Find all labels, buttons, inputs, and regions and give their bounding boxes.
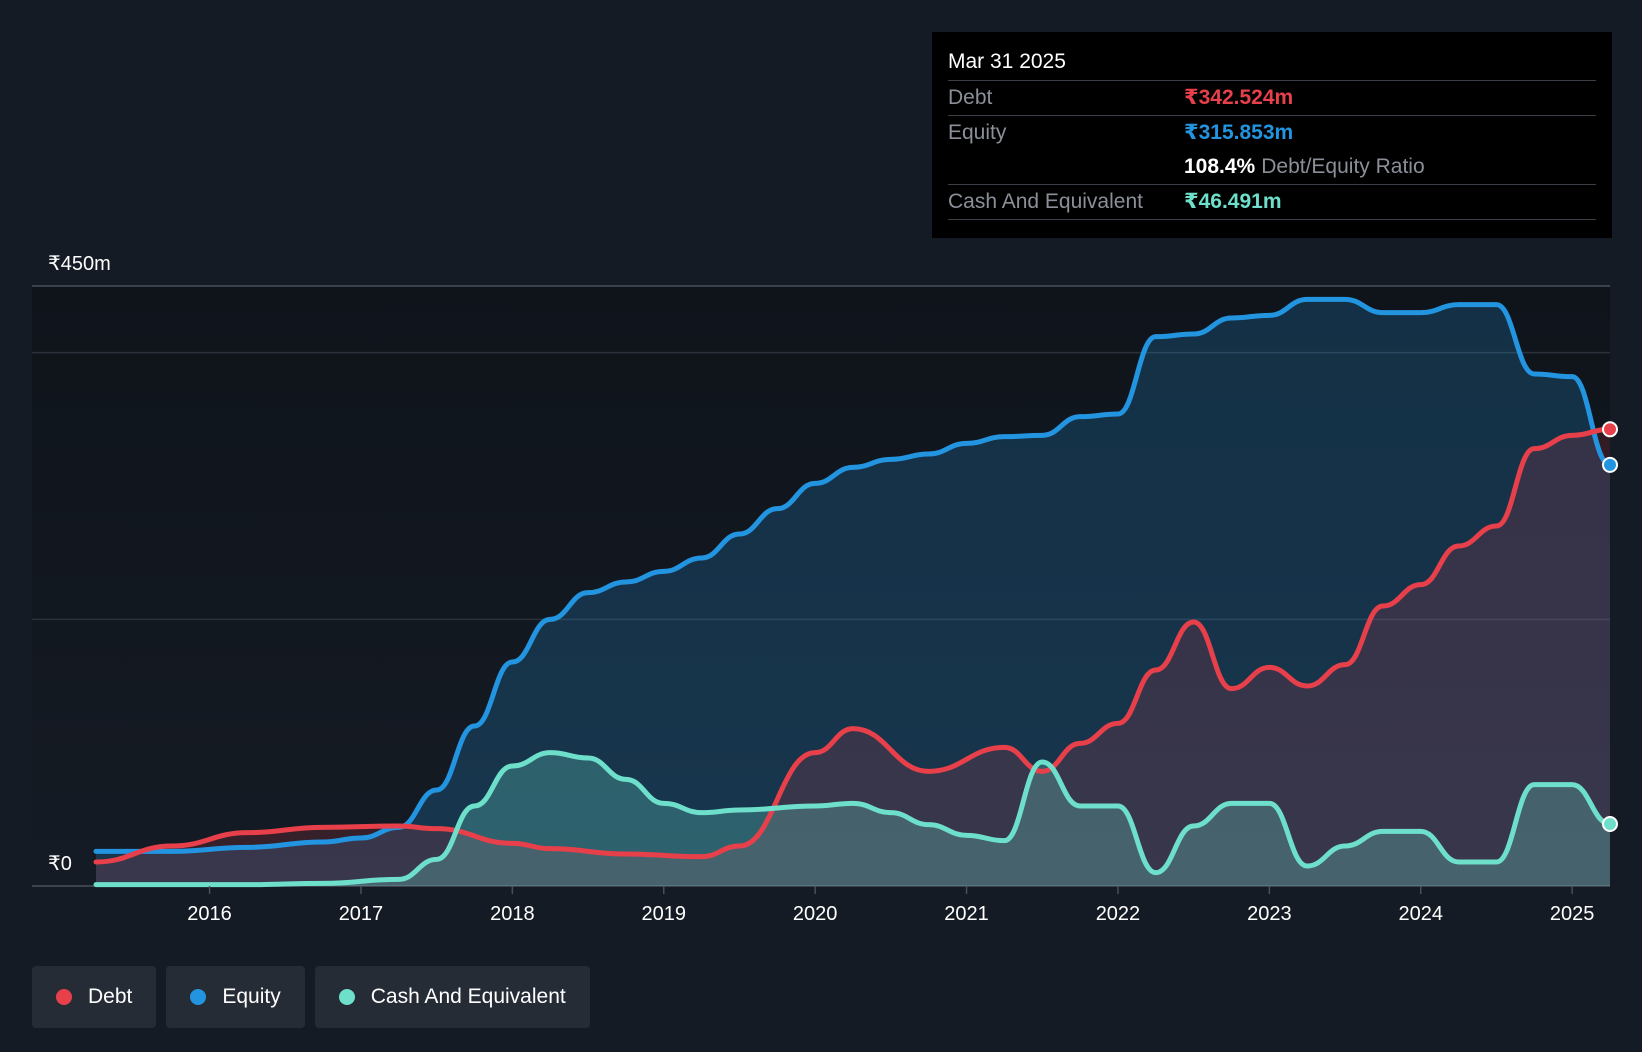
equity-line <box>93 296 1613 854</box>
tooltip-date: Mar 31 2025 <box>948 46 1596 81</box>
x-tick-label: 2025 <box>1550 903 1595 925</box>
x-tick-label: 2021 <box>944 903 989 925</box>
tooltip-debt-row: Debt ₹342.524m <box>948 81 1596 116</box>
y-axis-max-label: ₹450m <box>48 253 111 275</box>
tooltip: Mar 31 2025 Debt ₹342.524m Equity ₹315.8… <box>932 32 1612 238</box>
x-tick-label: 2024 <box>1399 903 1444 925</box>
debt-end-marker[interactable] <box>1602 421 1618 438</box>
tooltip-debt-label: Debt <box>948 86 993 109</box>
y-axis-min-label: ₹0 <box>48 853 72 875</box>
legend: Debt Equity Cash And Equivalent <box>32 966 590 1028</box>
legend-dot-debt <box>56 989 72 1005</box>
x-tick-label: 2016 <box>187 903 232 925</box>
legend-item-debt[interactable]: Debt <box>32 966 157 1028</box>
tooltip-equity-row: Equity ₹315.853m <box>948 116 1596 150</box>
equity-area <box>96 299 1610 886</box>
legend-dot-cash <box>338 989 355 1005</box>
legend-label-debt: Debt <box>88 985 133 1008</box>
tooltip-equity-value: ₹315.853m <box>1184 121 1294 144</box>
cash-and-equivalent-end-marker[interactable] <box>1602 816 1618 833</box>
x-tick-label: 2019 <box>642 903 687 925</box>
tooltip-ratio-label: Debt/Equity Ratio <box>1261 155 1425 178</box>
legend-label-equity: Equity <box>222 985 281 1008</box>
debt-area <box>96 429 1610 886</box>
cash-and-equivalent-area <box>96 752 1610 886</box>
equity-end-marker[interactable] <box>1602 456 1618 473</box>
tooltip-cash-value: ₹46.491m <box>1184 190 1282 213</box>
x-tick-label: 2018 <box>490 903 535 925</box>
legend-item-equity[interactable]: Equity <box>166 966 305 1028</box>
debt-line <box>93 426 1613 865</box>
tooltip-ratio-value: 108.4% <box>1184 155 1256 178</box>
legend-label-cash: Cash And Equivalent <box>370 985 566 1008</box>
tooltip-cash-row: Cash And Equivalent ₹46.491m <box>948 185 1596 220</box>
tooltip-equity-label: Equity <box>948 121 1007 144</box>
tooltip-debt-value: ₹342.524m <box>1184 86 1294 109</box>
x-tick-label: 2023 <box>1247 903 1292 925</box>
tooltip-cash-label: Cash And Equivalent <box>948 190 1143 213</box>
legend-dot-equity <box>190 989 207 1005</box>
legend-item-cash[interactable]: Cash And Equivalent <box>314 966 590 1028</box>
plot-background <box>32 286 1610 886</box>
x-tick-label: 2022 <box>1096 903 1141 925</box>
x-tick-label: 2017 <box>339 903 384 925</box>
tooltip-ratio-row: 108.4% Debt/Equity Ratio <box>948 150 1596 185</box>
cash-and-equivalent-line <box>93 750 1613 888</box>
x-tick-label: 2020 <box>793 903 838 925</box>
